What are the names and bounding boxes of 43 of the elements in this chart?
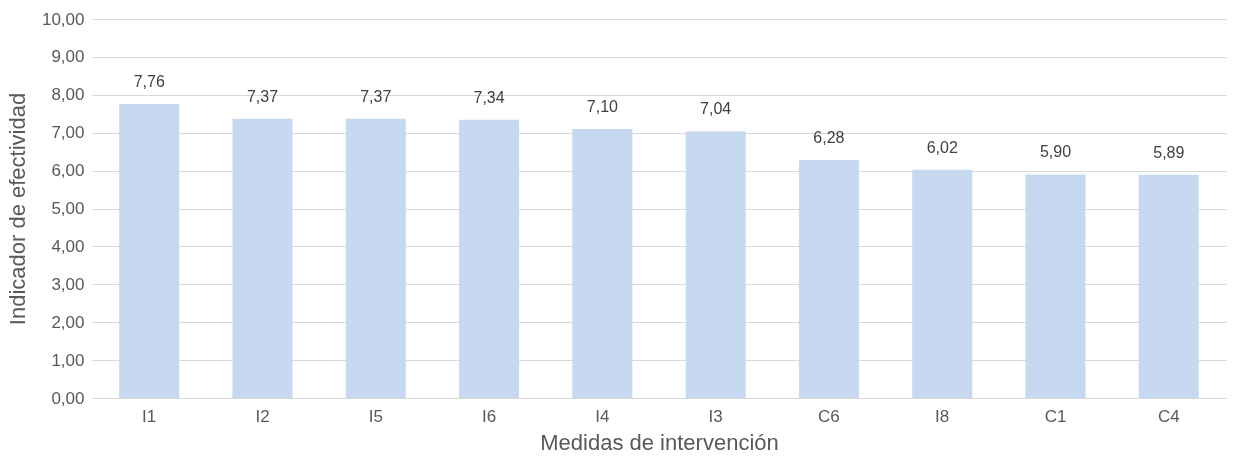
x-tick-label: I6 [481,406,497,426]
data-label: 7,37 [246,87,279,105]
y-tick-label: 1,00 [51,350,85,370]
x-tick-label: C6 [818,406,840,426]
x-tick-label: I3 [708,406,723,426]
x-axis-title: Medidas de intervención [540,429,779,455]
bar [459,119,520,398]
bar [119,103,180,398]
x-tick-label: C4 [1157,406,1180,426]
data-label: 7,76 [133,72,165,90]
x-tick-label: I1 [142,406,157,426]
data-label: 6,28 [813,128,845,146]
y-tick-label: 3,00 [51,274,85,294]
data-label: 5,89 [1153,143,1185,161]
y-tick-label: 8,00 [51,85,85,105]
data-label: 7,04 [700,100,732,118]
y-tick-label: 9,00 [51,47,85,67]
y-tick-label: 10,00 [41,9,85,29]
bar [685,131,746,398]
y-axis-title: Indicador de efectividad [4,92,30,326]
y-tick-label: 0,00 [51,388,85,408]
bar [572,128,633,398]
bar [798,159,859,398]
y-tick-label: 7,00 [51,123,85,143]
x-tick-label: I4 [595,406,610,426]
data-label: 7,10 [586,97,619,115]
bar [1025,174,1086,398]
y-tick-label: 6,00 [51,161,85,181]
data-label: 7,34 [473,88,505,106]
x-tick-label: I2 [255,406,270,426]
data-label: 6,02 [926,138,958,156]
x-tick-label: I8 [935,406,950,426]
data-label: 7,37 [360,87,392,105]
bar [912,169,973,398]
y-tick-label: 2,00 [51,312,85,332]
x-tick-label: I5 [368,406,383,426]
y-tick-label: 4,00 [51,236,85,256]
bar [345,118,406,398]
x-tick-label: C1 [1044,406,1067,426]
y-tick-label: 5,00 [51,199,85,218]
data-label: 5,90 [1039,143,1072,161]
bar [1138,174,1199,398]
bar [232,118,293,398]
